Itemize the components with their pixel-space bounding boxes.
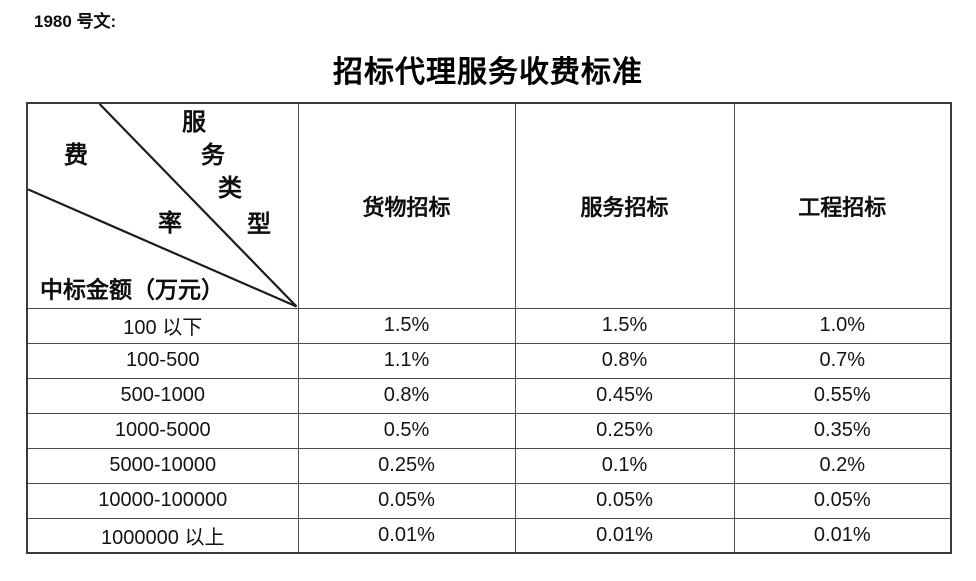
table-row: 1000000 以上 0.01% 0.01% 0.01% — [26, 517, 952, 554]
rate-cell-goods: 0.5% — [297, 412, 516, 449]
rate-cell-services: 0.05% — [514, 482, 735, 519]
rate-cell-services: 0.01% — [514, 517, 735, 554]
table-row: 100 以下 1.5% 1.5% 1.0% — [26, 307, 952, 344]
rate-cell-works: 0.01% — [733, 517, 952, 554]
table-row: 5000-10000 0.25% 0.1% 0.2% — [26, 447, 952, 484]
rate-cell-works: 1.0% — [733, 307, 952, 344]
rate-cell-goods: 0.05% — [297, 482, 516, 519]
amount-range-cell: 500-1000 — [26, 377, 299, 414]
amount-range-cell: 10000-100000 — [26, 482, 299, 519]
rate-cell-works: 0.05% — [733, 482, 952, 519]
amount-range-cell: 5000-10000 — [26, 447, 299, 484]
corner-char-service-type-2: 务 — [201, 143, 225, 169]
rate-cell-goods: 1.5% — [297, 307, 516, 344]
table-row: 10000-100000 0.05% 0.05% 0.05% — [26, 482, 952, 519]
rate-cell-goods: 0.25% — [297, 447, 516, 484]
fee-table: 服 务 类 型 费 率 中标金额（万元） 货物招标 服务招标 工程招标 100 … — [26, 102, 952, 554]
doc-number-label: 1980 号文: — [34, 12, 117, 31]
column-header-goods-bidding: 货物招标 — [297, 102, 516, 309]
rate-cell-works: 0.7% — [733, 342, 952, 379]
rate-cell-goods: 0.01% — [297, 517, 516, 554]
table-row: 500-1000 0.8% 0.45% 0.55% — [26, 377, 952, 414]
column-header-works-bidding: 工程招标 — [733, 102, 952, 309]
amount-range-cell: 1000000 以上 — [26, 517, 299, 554]
rate-cell-services: 0.1% — [514, 447, 735, 484]
amount-range-cell: 100 以下 — [26, 307, 299, 344]
rate-cell-works: 0.2% — [733, 447, 952, 484]
amount-range-cell: 1000-5000 — [26, 412, 299, 449]
page-title: 招标代理服务收费标准 — [333, 56, 643, 89]
column-header-services-bidding: 服务招标 — [514, 102, 735, 309]
rate-cell-works: 0.35% — [733, 412, 952, 449]
amount-range-cell: 100-500 — [26, 342, 299, 379]
rate-cell-works: 0.55% — [733, 377, 952, 414]
corner-header-cell: 服 务 类 型 费 率 中标金额（万元） — [26, 102, 299, 309]
corner-char-service-type-1: 服 — [182, 110, 206, 136]
corner-char-fee-rate-2: 率 — [158, 211, 182, 237]
rate-cell-goods: 0.8% — [297, 377, 516, 414]
rate-cell-services: 1.5% — [514, 307, 735, 344]
corner-char-service-type-3: 类 — [218, 176, 242, 202]
rate-cell-services: 0.45% — [514, 377, 735, 414]
rate-cell-services: 0.8% — [514, 342, 735, 379]
corner-char-service-type-4: 型 — [247, 212, 271, 238]
corner-amount-label: 中标金额（万元） — [40, 277, 224, 303]
corner-char-fee-rate-1: 费 — [64, 143, 88, 169]
table-row: 1000-5000 0.5% 0.25% 0.35% — [26, 412, 952, 449]
diagonal-divider-lines — [28, 104, 297, 307]
table-row: 100-500 1.1% 0.8% 0.7% — [26, 342, 952, 379]
rate-cell-goods: 1.1% — [297, 342, 516, 379]
rate-cell-services: 0.25% — [514, 412, 735, 449]
header-row: 服 务 类 型 费 率 中标金额（万元） 货物招标 服务招标 工程招标 — [26, 102, 952, 309]
